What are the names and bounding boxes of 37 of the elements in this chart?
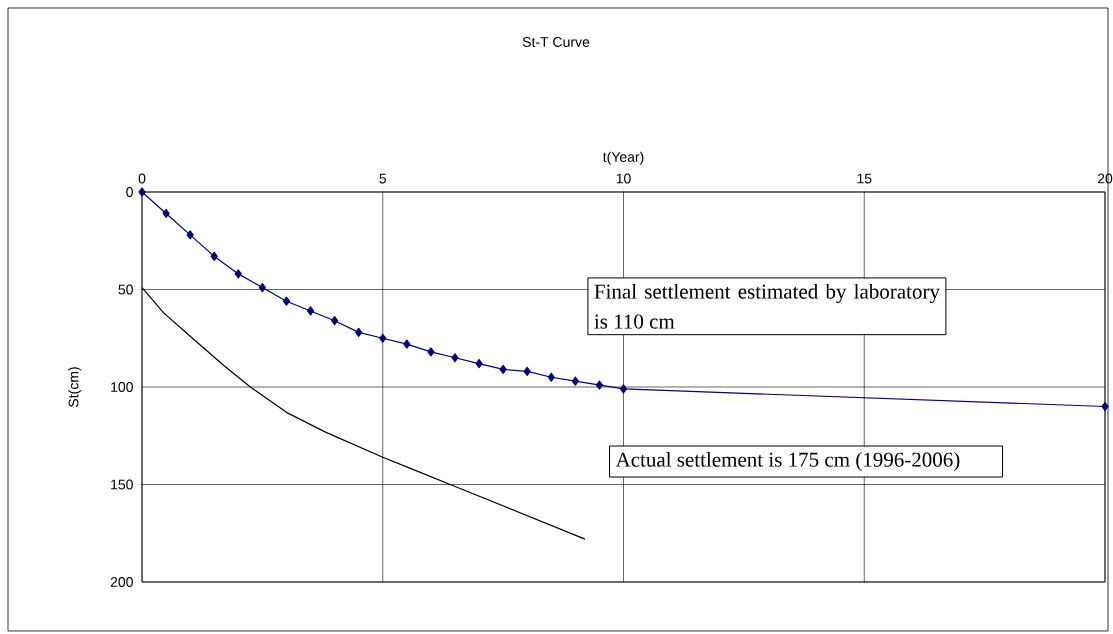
point <box>355 327 363 337</box>
point <box>403 339 411 349</box>
y-tick-label: 100 <box>111 382 133 392</box>
point <box>210 251 218 261</box>
point <box>186 230 194 240</box>
x-tick-label: 0 <box>138 173 146 184</box>
point <box>258 282 266 293</box>
point <box>499 364 507 375</box>
point <box>451 353 459 363</box>
y-tick-label: 150 <box>111 479 133 490</box>
point <box>523 366 531 376</box>
point <box>547 372 555 382</box>
point <box>162 208 170 219</box>
y-tick-label: 0 <box>126 187 133 197</box>
point <box>571 376 579 386</box>
x-tick-label: 20 <box>1097 173 1113 184</box>
point <box>427 347 435 357</box>
chart-title: St-T Curve <box>522 37 590 47</box>
y-tick-label: 50 <box>118 284 133 295</box>
point <box>282 296 291 306</box>
point <box>475 358 483 369</box>
point <box>379 333 387 343</box>
annotation: Actual settlement is 175 cm (1996-2006) <box>615 451 960 472</box>
point <box>619 384 628 394</box>
annotation: Final settlement estimated by laboratory is 110 cm <box>594 283 940 329</box>
point <box>234 269 242 279</box>
point <box>595 380 604 390</box>
point <box>1101 401 1109 412</box>
x-tick-label: 15 <box>857 173 872 184</box>
x-tick-label: 10 <box>616 173 631 184</box>
x-tick-label: 5 <box>379 173 387 184</box>
y-tick-label: 200 <box>110 577 133 587</box>
point <box>306 306 315 316</box>
y-axis-title: St(cm) <box>68 367 82 407</box>
x-axis-title: t(Year) <box>602 151 644 165</box>
point <box>331 316 339 326</box>
point <box>138 187 146 197</box>
